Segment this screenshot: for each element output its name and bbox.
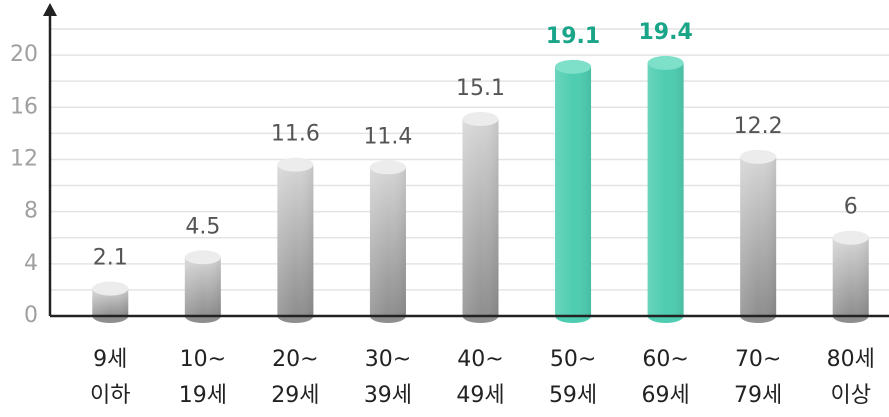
- x-tick-label: 69세: [641, 383, 689, 408]
- value-label: 4.5: [185, 214, 220, 239]
- bar-group: [832, 230, 869, 323]
- bar-group: [462, 112, 499, 323]
- bar-shade: [277, 164, 314, 316]
- x-tick-label: 29세: [271, 383, 319, 408]
- x-tick-label: 20~: [272, 347, 318, 372]
- bar-shade: [555, 66, 592, 316]
- bar-shade: [647, 62, 684, 316]
- x-tick-label: 10~: [180, 347, 226, 372]
- bar-shade: [740, 156, 777, 316]
- x-tick-label: 59세: [549, 383, 597, 408]
- bars: [92, 55, 869, 323]
- bar-shade: [184, 257, 221, 316]
- x-tick-label: 30~: [365, 347, 411, 372]
- bar-group: [740, 149, 777, 323]
- x-tick-label: 39세: [364, 383, 412, 408]
- value-label: 19.4: [638, 20, 692, 45]
- y-tick-label: 4: [24, 251, 38, 276]
- x-tick-label: 이하: [90, 383, 130, 408]
- x-tick-label: 19세: [179, 383, 227, 408]
- y-tick-label: 20: [10, 42, 38, 67]
- value-label: 11.6: [271, 122, 320, 147]
- value-label: 15.1: [456, 76, 505, 101]
- y-tick-label: 16: [10, 94, 38, 119]
- x-tick-label: 9세: [93, 347, 127, 372]
- y-tick-label: 0: [24, 303, 38, 328]
- bar-top: [740, 149, 777, 164]
- x-tick-label: 50~: [550, 347, 596, 372]
- bar-group: [555, 59, 592, 323]
- x-tick-label: 80세: [827, 347, 875, 372]
- x-tick-label: 이상: [830, 383, 870, 408]
- value-label: 6: [844, 195, 858, 220]
- x-tick-label: 70~: [735, 347, 781, 372]
- bar-top: [832, 230, 869, 245]
- bar-group: [277, 157, 314, 323]
- bar-top: [555, 59, 592, 74]
- bar-group: [647, 55, 684, 323]
- bar-top: [647, 55, 684, 70]
- bar-top: [462, 112, 499, 127]
- bar-group: [369, 160, 406, 323]
- bar-group: [92, 281, 129, 323]
- x-tick-label: 79세: [734, 383, 782, 408]
- value-label: 19.1: [546, 24, 600, 49]
- bar-shade: [369, 167, 406, 316]
- bar-top: [277, 157, 314, 172]
- value-label: 12.2: [734, 114, 783, 139]
- bar-group: [184, 250, 221, 323]
- x-tick-label: 60~: [642, 347, 688, 372]
- y-tick-label: 12: [10, 146, 38, 171]
- y-tick-label: 8: [24, 199, 38, 224]
- y-axis-arrow: [43, 3, 57, 16]
- bar-top: [369, 160, 406, 175]
- bar-top: [92, 281, 129, 296]
- x-tick-label: 40~: [457, 347, 503, 372]
- bar-top: [184, 250, 221, 265]
- bar-shade: [832, 237, 869, 316]
- value-label: 11.4: [363, 124, 412, 149]
- bar-shade: [462, 119, 499, 316]
- x-tick-label: 49세: [456, 383, 504, 408]
- value-label: 2.1: [93, 246, 128, 271]
